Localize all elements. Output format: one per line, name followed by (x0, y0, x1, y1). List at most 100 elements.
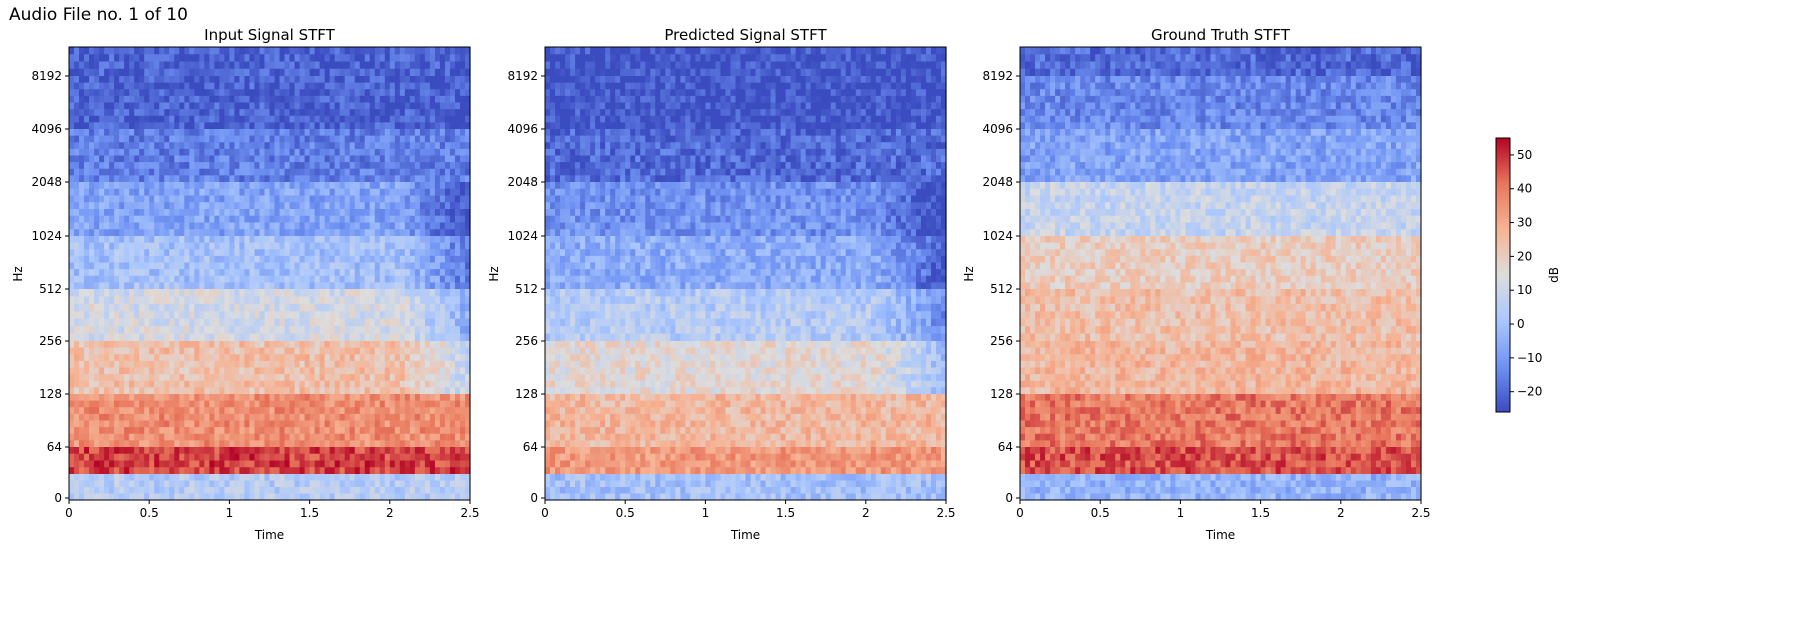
heatmap-cell (224, 175, 230, 183)
heatmap-cell (369, 440, 376, 448)
heatmap-cell (69, 122, 75, 130)
heatmap-cell (159, 318, 165, 327)
heatmap-cell (154, 380, 160, 388)
heatmap-cell (254, 61, 261, 70)
heatmap-cell (424, 195, 431, 203)
heatmap-cell (349, 182, 356, 190)
heatmap-cell (79, 460, 85, 468)
heatmap-cell (314, 394, 321, 402)
heatmap-cell (159, 236, 165, 244)
heatmap-cell (464, 175, 471, 183)
heatmap-cell (169, 318, 175, 327)
heatmap-cell (374, 347, 381, 355)
heatmap-cell (404, 168, 411, 176)
heatmap-cell (369, 333, 376, 342)
heatmap-cell (334, 95, 341, 104)
heatmap-cell (119, 182, 125, 190)
heatmap-cell (109, 400, 115, 408)
heatmap-cell (79, 380, 85, 388)
heatmap-cell (309, 89, 316, 97)
heatmap-cell (419, 142, 426, 150)
heatmap-cell (369, 82, 376, 90)
heatmap-cell (284, 188, 291, 197)
heatmap-cell (289, 95, 296, 104)
heatmap-cell (309, 289, 316, 298)
heatmap-cell (419, 249, 426, 257)
heatmap-cell (349, 400, 356, 408)
heatmap-cell (84, 427, 90, 435)
heatmap-cell (419, 394, 426, 402)
heatmap-cell (139, 76, 145, 84)
heatmap-cell (309, 47, 316, 55)
heatmap-cell (449, 326, 456, 335)
heatmap-cell (204, 162, 210, 170)
heatmap-cell (139, 360, 145, 369)
heatmap-cell (269, 155, 276, 163)
heatmap-cell (444, 318, 451, 327)
heatmap-cell (114, 175, 120, 183)
heatmap-cell (74, 413, 80, 422)
heatmap-cell (329, 347, 336, 355)
heatmap-cell (69, 303, 75, 312)
heatmap-cell (99, 255, 105, 264)
heatmap-cell (109, 360, 115, 369)
heatmap-cell (134, 311, 140, 320)
heatmap-cell (219, 102, 225, 110)
heatmap-cell (254, 407, 261, 415)
heatmap-cell (389, 289, 396, 298)
heatmap-cell (144, 115, 150, 123)
heatmap-cell (329, 242, 336, 250)
heatmap-cell (94, 275, 100, 283)
heatmap-cell (169, 374, 175, 382)
heatmap-cell (459, 236, 466, 244)
heatmap-cell (364, 76, 371, 84)
heatmap-cell (324, 269, 331, 277)
heatmap-cell (424, 209, 431, 217)
heatmap-cell (434, 413, 441, 422)
heatmap-cell (344, 249, 351, 257)
heatmap-cell (144, 262, 150, 270)
heatmap-cell (264, 162, 271, 170)
heatmap-cell (454, 249, 461, 257)
heatmap-cell (154, 433, 160, 441)
heatmap-cell (224, 453, 230, 462)
heatmap-cell (399, 188, 406, 197)
heatmap-cell (299, 433, 306, 441)
heatmap-cell (429, 407, 436, 415)
heatmap-cell (144, 68, 150, 77)
heatmap-cell (319, 142, 326, 150)
heatmap-cell (254, 102, 261, 110)
heatmap-cell (264, 148, 271, 157)
heatmap-cell (219, 202, 225, 210)
heatmap-cell (219, 453, 225, 462)
heatmap-cell (309, 175, 316, 183)
heatmap-cell (314, 354, 321, 362)
heatmap-cell (254, 360, 261, 369)
heatmap-cell (109, 195, 115, 203)
heatmap-cell (94, 54, 100, 63)
heatmap-cell (119, 296, 125, 305)
heatmap-cell (94, 447, 100, 455)
heatmap-cell (194, 148, 200, 157)
heatmap-cell (284, 275, 291, 283)
heatmap-cell (114, 367, 120, 375)
heatmap-cell (79, 467, 85, 475)
heatmap-cell (144, 427, 150, 435)
heatmap-cell (174, 242, 180, 250)
heatmap-cell (284, 102, 291, 110)
heatmap-cell (344, 122, 351, 130)
heatmap-cell (424, 155, 431, 163)
heatmap-cell (314, 296, 321, 305)
heatmap-cell (289, 89, 296, 97)
heatmap-cell (129, 129, 135, 137)
heatmap-cell (459, 76, 466, 84)
heatmap-cell (324, 129, 331, 137)
heatmap-cell (299, 380, 306, 388)
heatmap-cell (384, 354, 391, 362)
heatmap-cell (144, 182, 150, 190)
heatmap-cell (419, 433, 426, 441)
heatmap-cell (434, 82, 441, 90)
heatmap-cell (299, 61, 306, 70)
heatmap-cell (394, 175, 401, 183)
heatmap-cell (114, 427, 120, 435)
